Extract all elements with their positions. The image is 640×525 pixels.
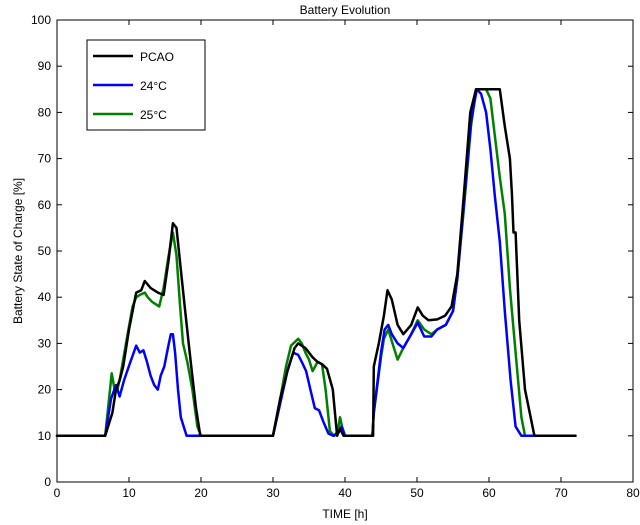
x-tick-label: 30 [266, 486, 280, 500]
x-tick-label: 10 [122, 486, 136, 500]
y-tick-label: 50 [38, 244, 52, 258]
y-tick-label: 20 [38, 383, 52, 397]
x-tick-label: 0 [54, 486, 61, 500]
x-tick-label: 50 [410, 486, 424, 500]
legend-label-25c: 25°C [140, 108, 167, 122]
x-tick-label: 60 [482, 486, 496, 500]
x-tick-label: 40 [338, 486, 352, 500]
x-tick-label: 20 [194, 486, 208, 500]
y-tick-label: 40 [38, 290, 52, 304]
y-tick-label: 70 [38, 152, 52, 166]
legend-label-pcao: PCAO [140, 50, 174, 64]
y-tick-label: 80 [38, 105, 52, 119]
x-axis-label: TIME [h] [322, 507, 367, 521]
legend: PCAO 24°C 25°C [86, 39, 206, 131]
y-axis-label: Battery State of Charge [%] [11, 178, 25, 324]
x-tick-label: 70 [554, 486, 568, 500]
y-tick-label: 90 [38, 59, 52, 73]
y-tick-label: 30 [38, 336, 52, 350]
legend-label-24c: 24°C [140, 79, 167, 93]
y-tick-label: 100 [31, 13, 51, 27]
chart-title: Battery Evolution [300, 3, 391, 17]
y-tick-label: 60 [38, 198, 52, 212]
y-tick-label: 0 [44, 475, 51, 489]
x-tick-label: 80 [626, 486, 640, 500]
series-line-pcao [55, 88, 577, 438]
y-tick-label: 10 [38, 429, 52, 443]
